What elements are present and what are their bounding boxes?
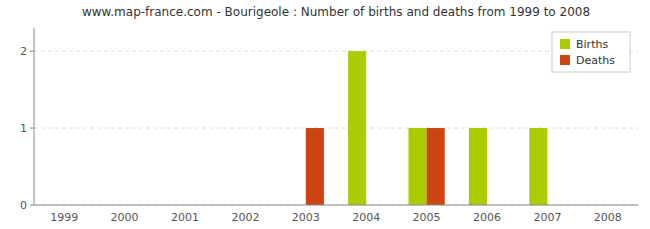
chart-svg: www.map-france.com - Bourigeole : Number… xyxy=(0,0,650,229)
grid-line xyxy=(34,205,638,206)
bar xyxy=(348,51,366,205)
x-tick-label: 2002 xyxy=(231,211,259,224)
y-tick xyxy=(30,128,34,129)
x-tick-label: 2007 xyxy=(533,211,561,224)
legend-box xyxy=(552,32,630,72)
y-tick xyxy=(30,205,34,206)
x-tick-label: 2005 xyxy=(413,211,441,224)
x-tick-label: 2004 xyxy=(352,211,380,224)
x-tick-label: 2006 xyxy=(473,211,501,224)
legend: Births Deaths xyxy=(552,32,630,72)
bar xyxy=(427,128,445,205)
x-tick-label: 2008 xyxy=(594,211,622,224)
x-tick-label: 2000 xyxy=(111,211,139,224)
bar xyxy=(469,128,487,205)
grid-line xyxy=(34,51,638,52)
y-tick-label: 0 xyxy=(20,199,27,212)
legend-swatch xyxy=(560,39,570,49)
bar xyxy=(529,128,547,205)
y-tick xyxy=(30,51,34,52)
x-tick-label: 2003 xyxy=(292,211,320,224)
y-tick-label: 2 xyxy=(20,45,27,58)
legend-label: Births xyxy=(576,38,608,51)
chart-container: www.map-france.com - Bourigeole : Number… xyxy=(0,0,650,229)
bar xyxy=(306,128,324,205)
legend-label: Deaths xyxy=(576,54,615,67)
y-tick-label: 1 xyxy=(20,122,27,135)
bar xyxy=(408,128,426,205)
y-grid xyxy=(34,51,638,205)
bars xyxy=(306,51,548,205)
legend-swatch xyxy=(560,55,570,65)
chart-title: www.map-france.com - Bourigeole : Number… xyxy=(82,5,590,19)
y-axis-line xyxy=(34,28,35,205)
x-axis-line xyxy=(34,205,638,206)
x-tick-label: 1999 xyxy=(50,211,78,224)
x-tick-label: 2001 xyxy=(171,211,199,224)
